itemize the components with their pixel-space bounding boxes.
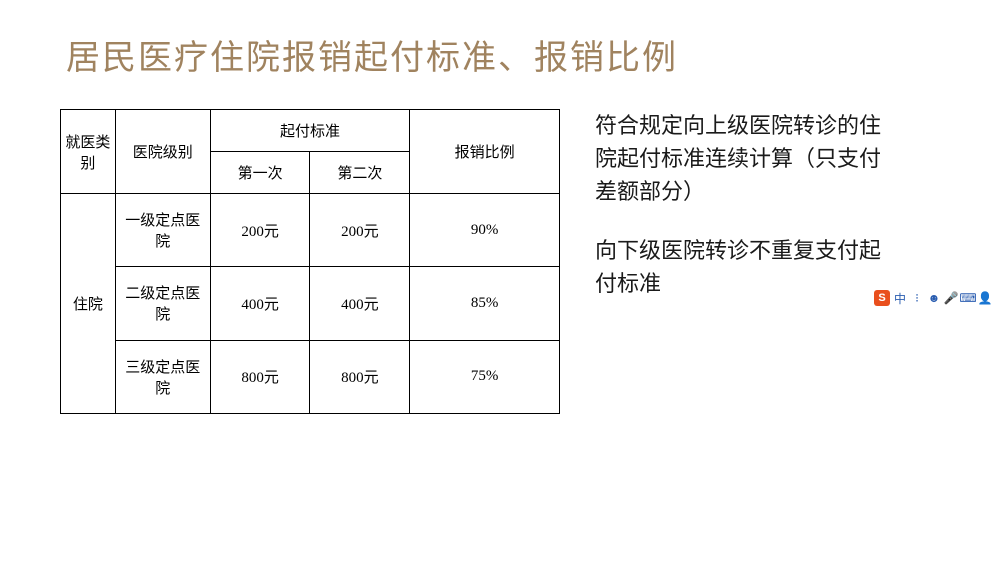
note-paragraph-1: 符合规定向上级医院转诊的住院起付标准连续计算（只支付差额部分）	[595, 109, 885, 208]
ime-lang-icon[interactable]: 中	[893, 291, 907, 305]
ime-logo-icon[interactable]: S	[874, 290, 890, 306]
side-notes: 符合规定向上级医院转诊的住院起付标准连续计算（只支付差额部分） 向下级医院转诊不…	[595, 109, 885, 326]
th-level: 医院级别	[115, 110, 210, 194]
cell-first: 800元	[210, 340, 310, 413]
table-row: 三级定点医院 800元 800元 75%	[61, 340, 560, 413]
cell-ratio: 90%	[410, 194, 560, 267]
table-row: 住院 一级定点医院 200元 200元 90%	[61, 194, 560, 267]
ime-voice-icon[interactable]: 🎤	[944, 291, 958, 305]
th-second: 第二次	[310, 152, 410, 194]
cell-ratio: 75%	[410, 340, 560, 413]
note-paragraph-2: 向下级医院转诊不重复支付起付标准	[595, 234, 885, 300]
cell-second: 800元	[310, 340, 410, 413]
cell-second: 200元	[310, 194, 410, 267]
cell-level: 三级定点医院	[115, 340, 210, 413]
reimbursement-table: 就医类别 医院级别 起付标准 报销比例 第一次 第二次 住院 一级定点医院 20…	[60, 109, 560, 414]
th-ratio: 报销比例	[410, 110, 560, 194]
table-header-row-1: 就医类别 医院级别 起付标准 报销比例	[61, 110, 560, 152]
content-row: 就医类别 医院级别 起付标准 报销比例 第一次 第二次 住院 一级定点医院 20…	[60, 109, 940, 414]
page-title: 居民医疗住院报销起付标准、报销比例	[66, 30, 940, 79]
ime-emoji-icon[interactable]: ☻	[927, 291, 941, 305]
cell-first: 200元	[210, 194, 310, 267]
cell-second: 400元	[310, 267, 410, 340]
ime-keyboard-icon[interactable]: ⌨	[961, 291, 975, 305]
cell-ratio: 85%	[410, 267, 560, 340]
table-row: 二级定点医院 400元 400元 85%	[61, 267, 560, 340]
cell-first: 400元	[210, 267, 310, 340]
th-category: 就医类别	[61, 110, 116, 194]
th-standard-group: 起付标准	[210, 110, 410, 152]
table-container: 就医类别 医院级别 起付标准 报销比例 第一次 第二次 住院 一级定点医院 20…	[60, 109, 560, 414]
cell-category: 住院	[61, 194, 116, 414]
th-first: 第一次	[210, 152, 310, 194]
ime-toolbar[interactable]: S 中 ⁝ ☻ 🎤 ⌨ 👤	[874, 290, 992, 306]
ime-user-icon[interactable]: 👤	[978, 291, 992, 305]
ime-punct-icon[interactable]: ⁝	[910, 291, 924, 305]
cell-level: 二级定点医院	[115, 267, 210, 340]
cell-level: 一级定点医院	[115, 194, 210, 267]
slide: 居民医疗住院报销起付标准、报销比例 就医类别 医院级别 起付标准 报销比例	[0, 0, 1000, 562]
